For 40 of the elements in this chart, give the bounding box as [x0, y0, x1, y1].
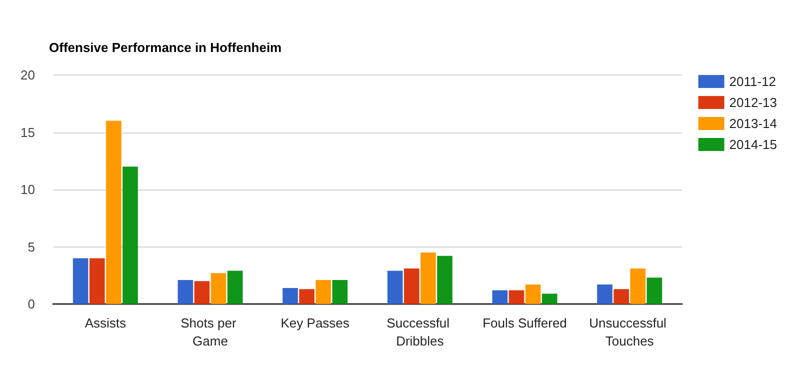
- y-tick-label: 5: [28, 239, 35, 254]
- legend-label: 2013-14: [729, 116, 778, 131]
- bar: [420, 252, 436, 304]
- x-tick-label: Key Passes: [280, 316, 350, 330]
- bar: [630, 268, 646, 304]
- bar: [646, 278, 662, 304]
- bar: [404, 268, 420, 304]
- bar: [525, 284, 541, 304]
- bar: [72, 258, 88, 304]
- bar: [282, 288, 298, 304]
- chart-title: Offensive Performance in Hoffenheim: [49, 40, 282, 55]
- bar: [387, 270, 403, 304]
- x-tick-label: Shots per Game: [180, 316, 240, 348]
- legend-label: 2014-15: [729, 137, 778, 152]
- bar: [89, 258, 105, 304]
- bar: [227, 270, 243, 304]
- bar: [332, 280, 348, 304]
- bar: [508, 290, 524, 304]
- bar: [316, 280, 332, 304]
- bar: [178, 280, 194, 304]
- bar: [492, 290, 508, 304]
- y-tick-label: 0: [28, 296, 35, 312]
- x-tick-label: Fouls Suffered: [482, 316, 567, 330]
- bar: [299, 289, 314, 304]
- bar: [194, 281, 210, 304]
- bar: [106, 120, 122, 304]
- bar: [614, 289, 629, 304]
- bar: [210, 273, 226, 304]
- bar: [597, 284, 612, 304]
- x-tick-label: Unsuccessful Touches: [589, 316, 670, 348]
- x-tick-label: Assists: [84, 316, 126, 330]
- bar: [122, 166, 138, 304]
- legend-label: 2011-12: [729, 74, 776, 89]
- x-tick-label: Successful Dribbles: [386, 316, 454, 348]
- bar: [542, 294, 558, 304]
- y-tick-label: 10: [20, 182, 35, 197]
- y-tick-label: 15: [20, 124, 35, 140]
- y-tick-label: 20: [20, 68, 35, 82]
- bar: [437, 256, 452, 304]
- legend-label: 2012-13: [729, 95, 778, 110]
